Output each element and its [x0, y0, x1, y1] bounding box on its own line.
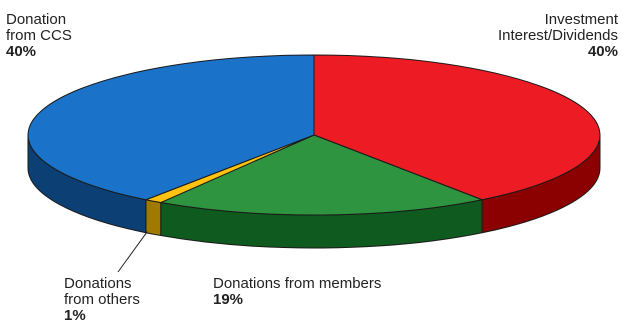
label-donations-others: Donations from others 1%	[64, 276, 140, 324]
pie-top	[27, 54, 601, 216]
leader-line-others	[117, 231, 148, 273]
pie-slice-members	[160, 134, 483, 216]
label-donations-members-pct: 19%	[213, 291, 244, 308]
label-investment: Investment Interest/Dividends 40%	[498, 12, 618, 60]
label-donations-others-text: Donations from others	[64, 275, 140, 308]
label-donation-ccs-text: Donation from CCS	[6, 11, 72, 44]
label-donation-ccs: Donation from CCS 40%	[6, 12, 72, 60]
pie-side-others	[145, 199, 162, 237]
pie-slice-investment	[313, 54, 601, 201]
label-donations-members: Donations from members 19%	[213, 276, 381, 308]
pie-slice-ccs	[27, 54, 315, 201]
label-donations-members-text: Donations from members	[213, 275, 382, 292]
label-investment-pct: 40%	[587, 43, 618, 60]
label-donation-ccs-pct: 40%	[6, 43, 37, 60]
label-donations-others-pct: 1%	[64, 307, 86, 324]
label-investment-text: Investment Interest/Dividends	[497, 11, 618, 44]
